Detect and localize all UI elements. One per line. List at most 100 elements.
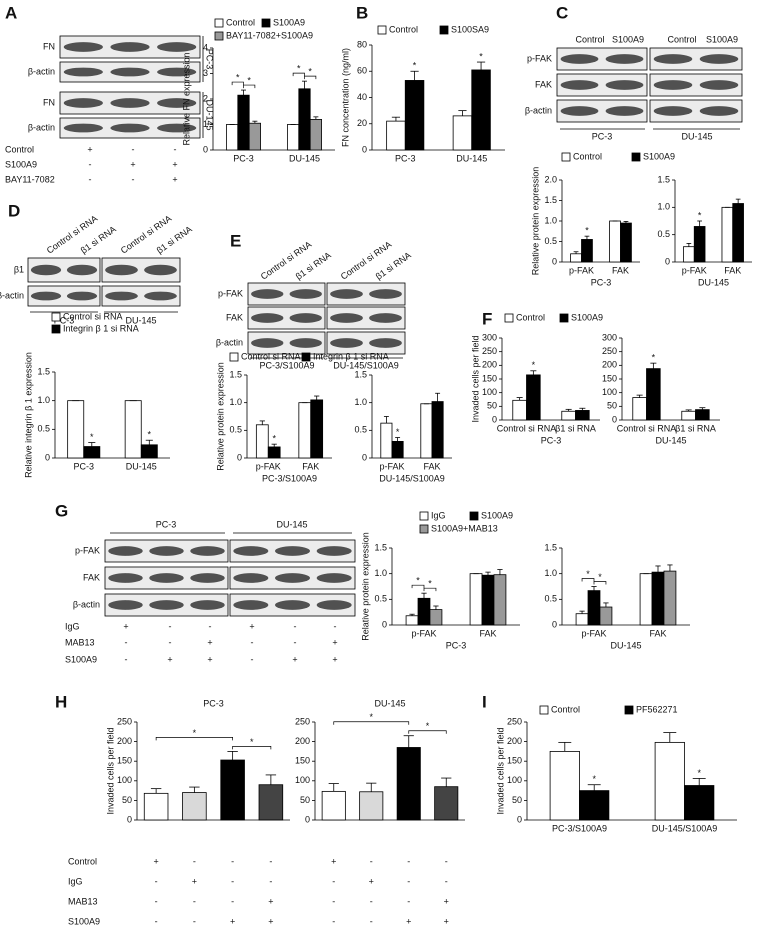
bar [549, 751, 580, 821]
y-tick-label: 0.5 [229, 425, 242, 435]
y-tick-label: 0 [237, 452, 242, 462]
y-tick-label: 250 [117, 716, 132, 726]
condition-sign: - [407, 876, 410, 886]
blot-band [190, 573, 225, 583]
condition-sign: + [444, 896, 449, 906]
blot-band [108, 600, 143, 610]
condition-sign: + [249, 621, 254, 631]
condition-sign: - [370, 856, 373, 866]
blot-group-label: DU-145 [125, 315, 156, 325]
bar [512, 399, 527, 421]
condition-sign: - [332, 916, 335, 926]
legend-swatch [51, 312, 61, 322]
condition-sign: - [407, 896, 410, 906]
panel-letter: B [356, 3, 368, 22]
legend-label: PF562271 [636, 704, 678, 714]
y-tick-label: 150 [117, 756, 132, 766]
significance-bracket [593, 581, 607, 585]
legend-swatch [419, 524, 429, 534]
y-tick-label: 1.0 [544, 215, 557, 225]
blot-group-label: PC-3 [205, 49, 215, 70]
blot-band [560, 106, 599, 116]
y-tick-label: 1.5 [657, 174, 670, 184]
x-axis-label: PC-3 [541, 435, 562, 445]
y-axis-label: Relative integrin β 1 expression [23, 352, 33, 478]
legend-label: Control [516, 312, 545, 322]
y-tick-label: 200 [295, 736, 310, 746]
bar [321, 790, 346, 821]
y-axis-label: Relative protein expression [360, 532, 370, 641]
legend-swatch [504, 313, 514, 323]
legend-swatch [214, 18, 224, 28]
bar [646, 368, 661, 421]
condition-label: MAB13 [68, 896, 98, 906]
blot-group-label: DU-145 [276, 519, 307, 529]
y-tick-label: 3 [203, 68, 208, 78]
blot-band [105, 264, 138, 276]
y-tick-label: 100 [507, 775, 522, 785]
legend-swatch [624, 705, 634, 715]
legend-label: Control [389, 24, 418, 34]
blot-band [330, 313, 363, 323]
panel-letter: H [55, 692, 67, 711]
y-tick-label: 80 [357, 39, 367, 49]
blot-row-label: FN [43, 97, 55, 107]
y-axis-label: FN concentration (ng/ml) [340, 48, 350, 147]
bar [579, 790, 610, 821]
bar [83, 446, 101, 459]
blot-row-label: p-FAK [218, 288, 243, 298]
legend-label: IgG [431, 510, 446, 520]
x-tick-label: FAK [724, 265, 741, 275]
bar [471, 69, 491, 151]
bar [570, 253, 582, 263]
panel-letter: A [5, 3, 17, 22]
legend-swatch [439, 25, 449, 35]
blot-box [247, 306, 326, 330]
significance-star: * [586, 569, 590, 579]
bar [639, 573, 653, 626]
significance-star: * [369, 712, 373, 722]
y-tick-label: 1 [203, 119, 208, 129]
legend-label: S100A9 [571, 312, 603, 322]
condition-sign: - [89, 159, 92, 169]
y-tick-label: 150 [482, 373, 497, 383]
blot-band [108, 546, 143, 556]
bar [721, 206, 734, 263]
condition-sign: - [155, 896, 158, 906]
bar [226, 124, 239, 151]
blot-box [247, 331, 326, 355]
blot-band [63, 98, 103, 108]
y-tick-label: 1.0 [657, 202, 670, 212]
legend-swatch [419, 511, 429, 521]
significance-bracket [408, 730, 447, 734]
bar [493, 574, 507, 626]
x-tick-label: p-FAK [379, 461, 404, 471]
y-tick-label: 0 [665, 256, 670, 266]
condition-sign: + [332, 654, 337, 664]
y-tick-label: 0.5 [657, 229, 670, 239]
y-tick-label: 150 [507, 756, 522, 766]
bar [310, 399, 324, 459]
blot-band [108, 573, 143, 583]
blot-band [105, 291, 138, 301]
blot-row-label: β-actin [0, 290, 24, 300]
legend-label: BAY11-7082+S100A9 [226, 30, 313, 40]
blot-band [316, 600, 352, 610]
legend-label: Control [551, 704, 580, 714]
legend-label: S100A9 [643, 151, 675, 161]
condition-label: Control [68, 856, 97, 866]
bar [469, 573, 483, 626]
y-axis-label: Relative FN expression [181, 52, 191, 145]
blot-band [149, 546, 184, 556]
bar [654, 741, 685, 821]
blot-row-label: β-actin [28, 66, 55, 76]
blot-group-label: DU-145/S100A9 [333, 360, 399, 370]
x-axis-label: DU-145 [698, 277, 729, 287]
y-tick-label: 4 [203, 42, 208, 52]
y-tick-label: 200 [602, 360, 617, 370]
legend-label: Control si RNA [63, 311, 123, 321]
blot-band [330, 289, 363, 299]
condition-label: S100A9 [5, 159, 37, 169]
bar [683, 246, 695, 263]
condition-sign: - [193, 856, 196, 866]
